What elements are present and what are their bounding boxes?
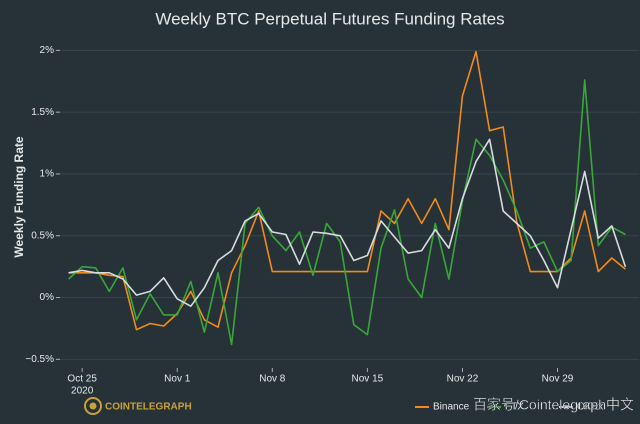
x-tick-label: Nov 8	[259, 374, 286, 385]
x-tick-label: Nov 29	[542, 374, 574, 385]
x-tick-label: Nov 22	[447, 374, 479, 385]
y-tick-label: 1.5%	[31, 107, 54, 118]
x-tick-label: Oct 25	[67, 374, 97, 385]
brand-name: COINTELEGRAPH	[105, 402, 192, 413]
series-line	[68, 138, 627, 307]
legend-label: FTX	[505, 402, 524, 413]
x-tick-label: Nov 15	[352, 374, 384, 385]
series-line	[68, 79, 626, 346]
y-tick-label: 1%	[40, 169, 55, 180]
y-axis-label: Weekly Funding Rate	[12, 136, 26, 257]
series-line	[68, 50, 626, 331]
watermark: 百家号/Cointelegraph中文	[473, 397, 634, 413]
x-year-label: 2020	[71, 386, 94, 397]
chart-title: Weekly BTC Perpetual Futures Funding Rat…	[155, 9, 504, 28]
y-tick-label: 2%	[40, 45, 55, 56]
y-tick-label: 0%	[40, 292, 55, 303]
y-tick-label: 0.5%	[31, 230, 54, 241]
brand-logo	[84, 397, 102, 415]
legend-label: OKEx	[577, 402, 603, 413]
y-tick-label: −0.5%	[25, 354, 54, 365]
legend-label: Binance	[433, 402, 470, 413]
x-tick-label: Nov 1	[164, 374, 191, 385]
